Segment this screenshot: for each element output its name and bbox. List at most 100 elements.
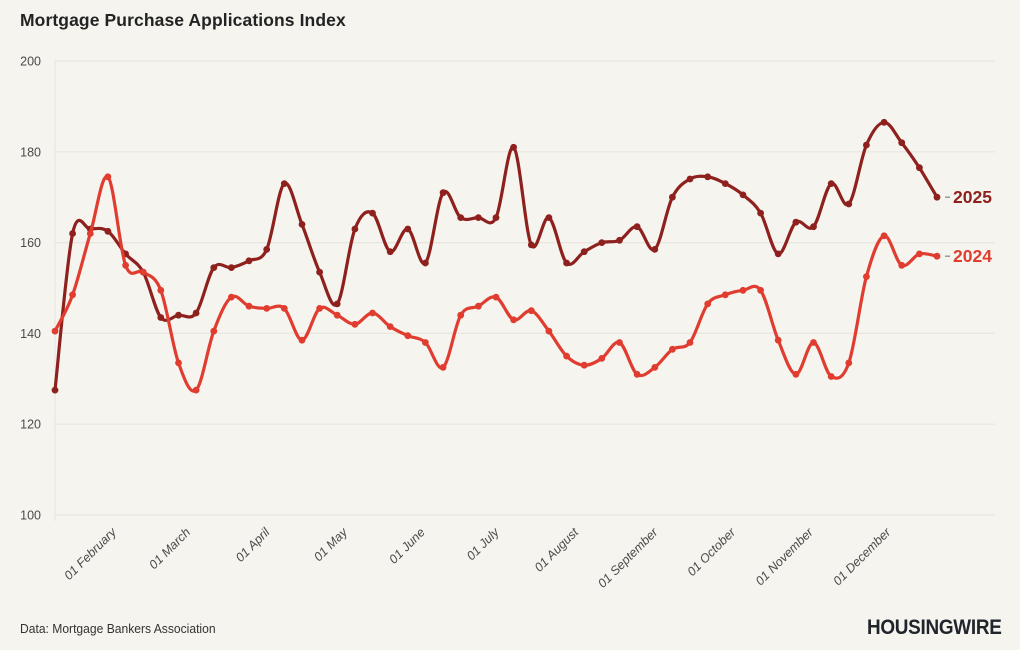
data-point [86, 230, 94, 237]
series-2024-line [53, 175, 939, 393]
data-point [880, 232, 888, 240]
data-point [880, 118, 888, 126]
x-tick-label: 01 November [753, 525, 817, 589]
data-point [580, 248, 588, 256]
series-label-2025: 2025 [953, 187, 992, 207]
data-point [245, 257, 253, 265]
x-tick-label: 01 October [685, 525, 739, 579]
data-point [721, 180, 729, 188]
data-point [580, 361, 588, 369]
data-point [598, 239, 606, 247]
data-point [457, 214, 465, 222]
data-point [386, 248, 394, 256]
data-point [404, 332, 412, 340]
data-point [739, 191, 747, 199]
data-point [298, 336, 306, 344]
data-point [51, 386, 59, 394]
data-point [739, 286, 747, 294]
data-point [792, 370, 800, 378]
data-point [228, 293, 235, 301]
data-point [651, 246, 659, 253]
data-point [792, 218, 800, 226]
data-point [157, 286, 165, 294]
data-point [192, 309, 200, 317]
data-point [757, 286, 764, 294]
x-tick-label: 01 July [464, 525, 502, 563]
x-axis-labels: 01 February 01 March 01 April 01 May 01 June… [61, 524, 894, 590]
data-point [457, 311, 465, 319]
data-point [527, 241, 535, 249]
data-point [280, 180, 288, 188]
data-point [898, 139, 906, 147]
chart-title: Mortgage Purchase Applications Index [20, 10, 346, 30]
x-tick-label: 01 June [386, 525, 427, 566]
data-point [175, 311, 182, 319]
data-point [545, 214, 553, 222]
data-point [263, 246, 271, 253]
data-point [774, 336, 782, 344]
data-point [316, 305, 323, 312]
y-tick-label-200: 200 [20, 55, 41, 69]
footer: Data: Mortgage Bankers Association HOUSI… [0, 614, 1020, 644]
data-point [280, 305, 288, 312]
data-point [916, 250, 923, 258]
data-point [386, 323, 394, 330]
data-point [104, 227, 112, 235]
data-point [298, 221, 306, 228]
series-2025-line [53, 120, 939, 392]
data-point [704, 300, 712, 308]
data-point [916, 164, 923, 172]
data-point [192, 386, 200, 394]
data-point [527, 307, 535, 315]
data-point [563, 352, 570, 360]
data-point [757, 209, 764, 217]
data-point [210, 327, 218, 335]
data-point [616, 236, 623, 244]
series-2024: 2024 [51, 173, 992, 394]
data-point [228, 264, 235, 271]
data-point [139, 268, 147, 276]
data-point [545, 327, 553, 335]
x-tick-label: 01 August [532, 525, 582, 575]
data-point [669, 345, 676, 353]
series-2024-points [51, 173, 941, 394]
data-point [175, 359, 182, 367]
data-point [686, 339, 694, 346]
data-point [810, 339, 817, 346]
x-tick-label: 01 September [595, 525, 661, 591]
data-point [616, 339, 623, 346]
data-point [51, 327, 59, 335]
data-point [598, 355, 606, 362]
data-point [439, 364, 447, 371]
data-point [333, 300, 341, 308]
data-point [933, 252, 941, 260]
data-point [245, 302, 253, 310]
y-tick-label-180: 180 [20, 145, 41, 159]
y-tick-label-160: 160 [20, 236, 41, 250]
data-point [351, 225, 359, 233]
data-point [633, 370, 641, 378]
data-point [104, 173, 112, 181]
data-point [263, 305, 271, 312]
data-point [351, 320, 359, 328]
data-point [510, 316, 517, 324]
x-tick-label: 01 April [233, 524, 273, 564]
data-point [845, 200, 853, 208]
data-point [422, 339, 429, 346]
data-point [633, 223, 641, 231]
y-tick-label-120: 120 [20, 418, 41, 432]
data-point [475, 214, 482, 222]
housingwire-logo: HOUSINGWIRE [867, 616, 1002, 639]
data-point [863, 141, 870, 149]
x-tick-label: 01 March [146, 525, 193, 572]
data-point [369, 309, 376, 317]
series-label-2024: 2024 [953, 246, 992, 266]
data-point [510, 143, 517, 151]
data-point [651, 364, 659, 371]
x-tick-label: 01 February [61, 525, 119, 583]
data-point [827, 180, 835, 188]
data-point [492, 293, 500, 301]
data-point [863, 273, 870, 280]
